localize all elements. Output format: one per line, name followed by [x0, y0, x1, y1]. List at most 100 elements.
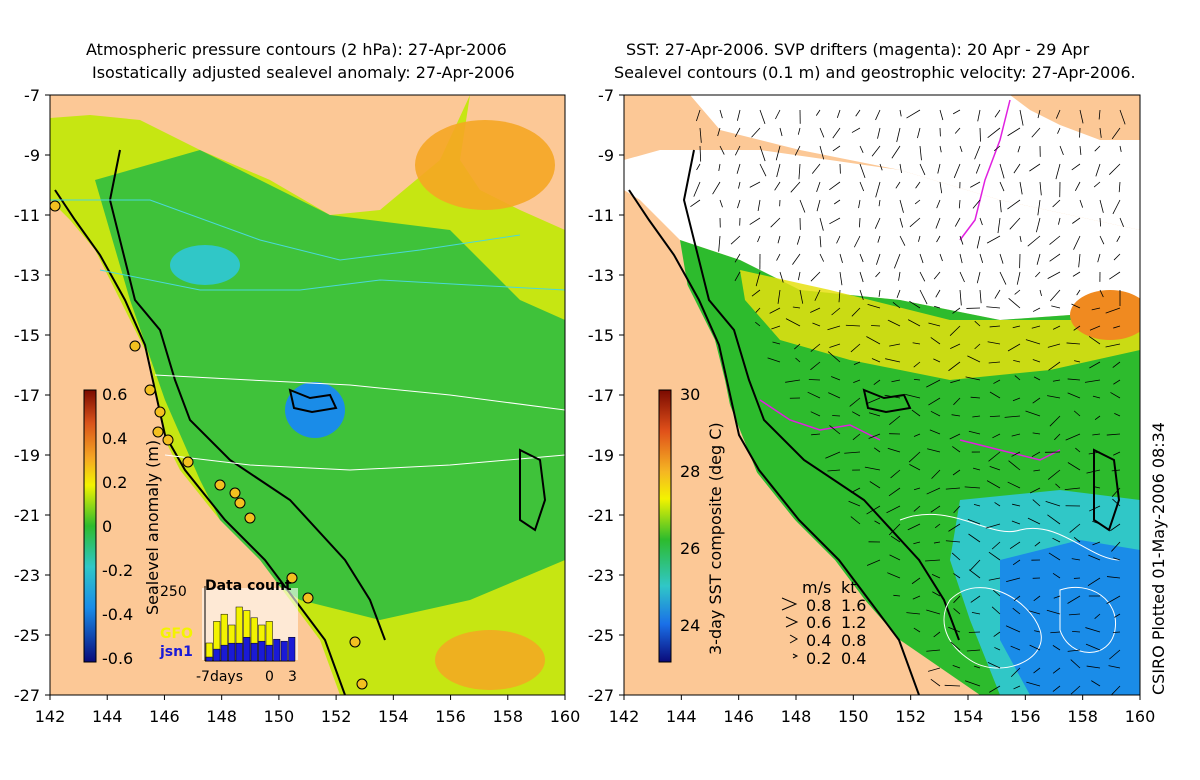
x-tick-label: 146 — [149, 707, 180, 726]
velocity-arrow — [1079, 199, 1084, 208]
right-shelf-edge — [682, 149, 960, 641]
colorbar-tick-label: -0.6 — [102, 649, 133, 668]
left-y-axis: -7 -9 -11 -13 -15 -17 -19 -21 -23 -25 -27 — [14, 86, 50, 705]
velocity-arrow — [1113, 253, 1121, 261]
velocity-arrow — [810, 343, 821, 352]
velocity-arrow — [1075, 447, 1081, 453]
inset-bars — [205, 606, 296, 662]
velocity-arrow — [795, 357, 801, 363]
x-tick-label: 158 — [1067, 707, 1098, 726]
y-tick-label: -23 — [14, 566, 40, 585]
velocity-arrow — [1005, 625, 1021, 633]
velocity-arrow — [959, 145, 963, 152]
velocity-arrow — [859, 181, 865, 192]
velocity-arrow — [931, 574, 941, 579]
velocity-arrow — [954, 217, 961, 227]
velocity-arrow — [925, 559, 941, 562]
velocity-arrow — [1085, 627, 1101, 633]
velocity-arrow — [1110, 392, 1121, 399]
velocity-arrow — [816, 199, 821, 212]
velocity-arrow — [1048, 552, 1061, 561]
velocity-arrow — [1052, 573, 1061, 579]
velocity-arrow — [899, 109, 902, 117]
right-coastline — [628, 189, 920, 695]
velocity-arrow — [888, 523, 901, 536]
velocity-arrow — [829, 425, 841, 435]
velocity-arrow — [919, 271, 926, 282]
velocity-arrow — [775, 145, 781, 161]
velocity-arrow — [1111, 541, 1121, 552]
velocity-arrow — [1033, 667, 1041, 674]
velocity-arrow — [1106, 576, 1121, 579]
velocity-arrow — [999, 199, 1002, 213]
velocity-arrow — [959, 289, 962, 306]
velocity-arrow — [1010, 645, 1021, 651]
velocity-arrow — [1066, 342, 1081, 345]
y-tick-label: -13 — [14, 266, 40, 285]
velocity-arrow — [1112, 498, 1121, 507]
velocity-arrow — [999, 271, 1007, 285]
velocity-arrow — [953, 163, 961, 179]
velocity-arrow — [1012, 559, 1021, 566]
velocity-arrow — [1007, 343, 1021, 352]
left-land-north — [50, 95, 470, 215]
velocity-arrow — [1088, 451, 1101, 455]
velocity-arrow — [1019, 235, 1022, 242]
velocity-arrow — [893, 594, 901, 597]
velocity-arrow — [915, 181, 921, 189]
velocity-arrow — [719, 145, 725, 155]
left-map — [50, 95, 565, 695]
left-pressure-contour-3 — [50, 199, 521, 261]
velocity-arrow — [1073, 235, 1081, 250]
velocity-arrow — [933, 631, 941, 638]
velocity-arrow — [819, 253, 825, 262]
velocity-arrow — [1070, 685, 1081, 695]
velocity-arrow — [1036, 217, 1041, 233]
velocity-arrow — [1105, 343, 1121, 348]
velocity-arrow — [873, 379, 881, 386]
velocity-arrow — [738, 181, 741, 189]
y-tick-label: -19 — [588, 446, 614, 465]
colorbar-tick-label: -0.4 — [102, 605, 133, 624]
x-tick-label: 160 — [1125, 707, 1156, 726]
velocity-arrow — [1049, 235, 1061, 245]
vel-legend-arrow-3 — [789, 634, 799, 644]
x-tick-label: 148 — [206, 707, 237, 726]
velocity-arrow — [912, 342, 921, 345]
velocity-arrow — [799, 289, 804, 304]
velocity-arrow — [696, 109, 701, 122]
velocity-arrow — [1094, 613, 1101, 619]
velocity-arrow — [1050, 631, 1061, 634]
velocity-arrow — [945, 487, 961, 490]
right-x-axis: 142 144 146 148 150 152 154 156 158 160 — [609, 695, 1156, 726]
velocity-arrow — [1019, 181, 1023, 195]
velocity-arrow — [871, 358, 881, 363]
velocity-arrow — [812, 322, 821, 327]
velocity-arrow — [926, 379, 941, 388]
colorbar-tick-label: 26 — [680, 539, 700, 558]
velocity-arrow — [836, 109, 841, 119]
y-tick-label: -9 — [598, 146, 614, 165]
velocity-arrow — [994, 502, 1001, 507]
velocity-arrow — [970, 181, 981, 188]
y-tick-label: -27 — [14, 686, 40, 705]
velocity-arrow — [845, 324, 861, 327]
velocity-arrow — [1010, 667, 1021, 678]
velocity-arrow — [1067, 392, 1081, 399]
velocity-arrow — [1113, 325, 1121, 329]
inset-bar-jsn1 — [205, 656, 213, 662]
velocity-arrow — [928, 397, 941, 406]
inset-bar-jsn1 — [273, 638, 281, 662]
velocity-arrow — [777, 235, 781, 244]
velocity-arrow — [1012, 503, 1021, 507]
velocity-arrow — [1112, 199, 1121, 215]
velocity-arrow — [810, 361, 821, 371]
velocity-arrow — [1013, 685, 1021, 690]
velocity-arrow — [914, 199, 921, 205]
velocity-arrow — [797, 271, 801, 281]
velocity-arrow — [1078, 253, 1081, 268]
velocity-arrow — [878, 289, 881, 297]
velocity-arrow — [893, 253, 901, 269]
velocity-arrow — [948, 361, 961, 372]
velocity-arrow — [939, 145, 942, 153]
